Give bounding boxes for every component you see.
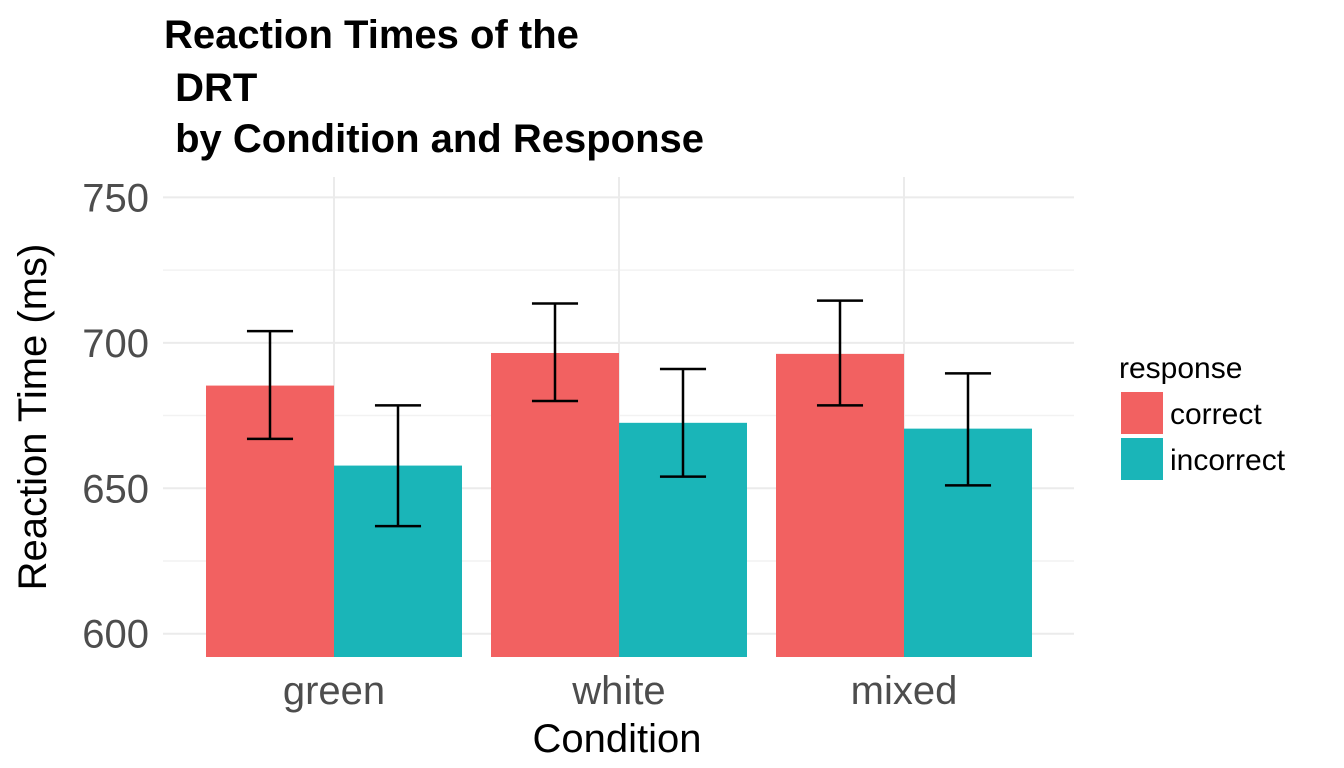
error-bar-correct-mixed: [816, 299, 864, 407]
legend-swatch: [1121, 392, 1163, 434]
error-bar-incorrect-mixed: [944, 372, 992, 487]
chart-title-line-2: DRT: [164, 66, 257, 110]
x-axis-ticks: green white mixed: [283, 669, 958, 713]
y-tick-label: 600: [82, 613, 149, 657]
y-tick-label: 750: [82, 176, 149, 220]
legend-label: correct: [1170, 398, 1262, 431]
x-tick-label: mixed: [851, 669, 958, 713]
x-axis-title: Condition: [532, 717, 701, 761]
legend: response correct incorrect: [1119, 352, 1286, 480]
chart-title-line-3: by Condition and Response: [164, 117, 704, 161]
error-bar-incorrect-white: [659, 367, 707, 478]
legend-item-correct: correct: [1121, 392, 1262, 434]
legend-title: response: [1119, 352, 1242, 385]
legend-swatch: [1121, 438, 1163, 480]
bar-correct-white: [491, 353, 619, 657]
chart-title: Reaction Times of the DRT by Condition a…: [164, 13, 704, 161]
error-bar-correct-green: [246, 329, 294, 441]
y-axis-title: Reaction Time (ms): [11, 244, 55, 591]
legend-item-incorrect: incorrect: [1121, 438, 1286, 480]
error-bar-incorrect-green: [374, 404, 422, 528]
x-tick-label: white: [571, 669, 665, 713]
y-tick-label: 650: [82, 467, 149, 511]
legend-label: incorrect: [1170, 444, 1286, 477]
error-bars: [246, 299, 992, 528]
y-axis-ticks: 600 650 700 750: [82, 176, 149, 656]
x-tick-label: green: [283, 669, 385, 713]
chart-title-line-1: Reaction Times of the: [164, 13, 579, 57]
error-bar-correct-white: [531, 302, 579, 403]
bars: [206, 353, 1032, 657]
y-tick-label: 700: [82, 322, 149, 366]
